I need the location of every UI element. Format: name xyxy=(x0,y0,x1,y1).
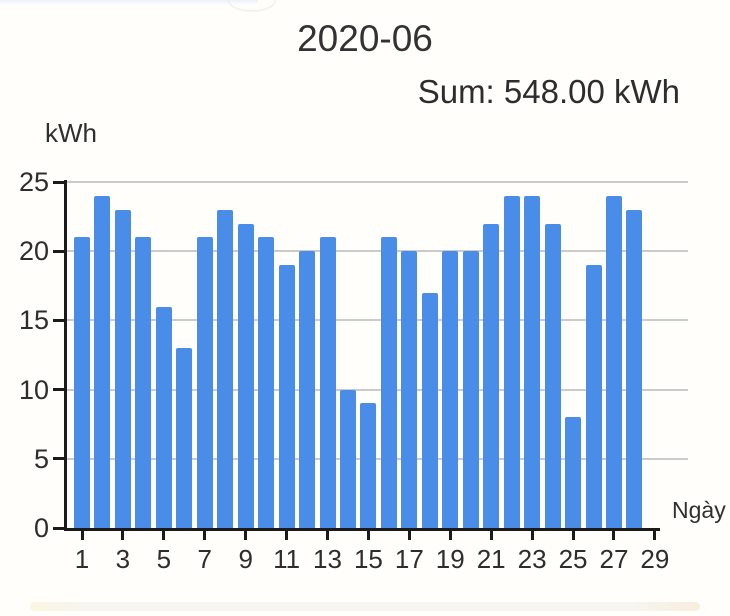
bar-day-21[interactable] xyxy=(483,223,500,528)
bar-day-9[interactable] xyxy=(237,223,254,528)
x-tick-label-17: 17 xyxy=(394,544,424,574)
x-tick-5 xyxy=(162,528,166,540)
x-tick-label-21: 21 xyxy=(476,544,506,574)
x-tick-label-19: 19 xyxy=(435,544,465,574)
y-tick-0 xyxy=(53,526,67,530)
y-tick-15 xyxy=(53,318,67,322)
x-tick-label-29: 29 xyxy=(640,544,670,574)
bar-day-27[interactable] xyxy=(605,195,622,528)
bar-day-10[interactable] xyxy=(258,237,275,528)
bar-day-22[interactable] xyxy=(503,195,520,528)
x-tick-19 xyxy=(448,528,452,540)
x-tick-3 xyxy=(121,528,125,540)
top-edge-arc-artifact xyxy=(228,0,276,12)
x-tick-label-11: 11 xyxy=(273,544,301,574)
x-tick-label-7: 7 xyxy=(197,544,212,574)
x-tick-11 xyxy=(285,528,289,540)
x-tick-17 xyxy=(407,528,411,540)
bar-day-8[interactable] xyxy=(217,209,234,528)
bar-day-18[interactable] xyxy=(421,292,438,528)
x-tick-1 xyxy=(80,528,84,540)
x-tick-label-1: 1 xyxy=(74,544,90,574)
y-tick-label-25: 25 xyxy=(18,167,49,197)
bar-day-13[interactable] xyxy=(319,237,336,528)
x-axis-title: Ngày xyxy=(672,497,726,523)
bar-day-4[interactable] xyxy=(135,237,152,528)
x-tick-27 xyxy=(612,528,616,540)
x-tick-label-13: 13 xyxy=(313,544,342,574)
top-edge-artifact xyxy=(0,0,258,5)
x-tick-label-15: 15 xyxy=(353,544,383,574)
bar-day-11[interactable] xyxy=(278,265,295,528)
x-tick-label-9: 9 xyxy=(238,544,253,574)
x-tick-23 xyxy=(530,528,534,540)
y-axis-line xyxy=(64,180,67,531)
y-axis-unit-label: kWh xyxy=(45,118,97,148)
bar-day-2[interactable] xyxy=(94,195,111,528)
y-tick-label-20: 20 xyxy=(18,236,49,267)
bar-chart-plot: 0 5 10 15 20 25 1 3 5 7 9 11 13 15 17 19 21 23 25 27 29 xyxy=(19,167,688,573)
x-tick-label-23: 23 xyxy=(517,544,547,574)
bar-day-20[interactable] xyxy=(462,251,479,528)
bar-day-12[interactable] xyxy=(299,251,316,528)
x-tick-25 xyxy=(571,528,575,540)
y-tick-10 xyxy=(53,388,67,392)
y-tick-25 xyxy=(53,180,67,184)
y-tick-5 xyxy=(53,457,67,461)
y-tick-label-5: 5 xyxy=(33,443,49,474)
bar-day-26[interactable] xyxy=(585,265,602,528)
bar-day-24[interactable] xyxy=(544,223,561,528)
gridline-25 xyxy=(67,181,688,183)
bar-day-14[interactable] xyxy=(339,389,356,528)
x-tick-21 xyxy=(489,528,493,540)
bar-day-17[interactable] xyxy=(401,251,418,528)
gridline-10 xyxy=(67,388,688,391)
bar-day-16[interactable] xyxy=(380,237,397,528)
y-tick-label-10: 10 xyxy=(18,374,49,405)
gridline-5 xyxy=(67,457,688,460)
x-tick-label-3: 3 xyxy=(115,544,131,574)
bar-day-15[interactable] xyxy=(360,403,377,528)
bar-day-3[interactable] xyxy=(114,209,131,528)
gridline-20 xyxy=(67,250,688,253)
x-tick-label-5: 5 xyxy=(156,544,172,574)
bar-day-25[interactable] xyxy=(565,417,582,528)
bar-day-28[interactable] xyxy=(626,209,643,528)
sum-label: Sum: 548.00 kWh xyxy=(417,73,680,110)
x-tick-15 xyxy=(366,528,370,540)
x-axis-line xyxy=(64,528,660,531)
x-tick-label-27: 27 xyxy=(599,544,629,574)
y-tick-label-15: 15 xyxy=(18,305,49,336)
bar-day-5[interactable] xyxy=(155,306,172,528)
bar-day-1[interactable] xyxy=(74,237,90,528)
x-tick-13 xyxy=(326,528,330,540)
x-tick-29 xyxy=(653,528,657,540)
gridline-15 xyxy=(67,319,688,322)
chart-title: 2020-06 xyxy=(297,18,433,59)
x-tick-7 xyxy=(203,528,207,540)
x-tick-9 xyxy=(244,528,248,540)
y-tick-20 xyxy=(53,249,67,253)
bar-day-6[interactable] xyxy=(176,348,193,528)
bottom-scroll-indicator xyxy=(30,602,700,611)
x-tick-label-25: 25 xyxy=(558,544,588,574)
bar-day-19[interactable] xyxy=(442,251,459,528)
bar-day-7[interactable] xyxy=(196,237,213,528)
bar-day-23[interactable] xyxy=(524,195,541,528)
y-tick-label-0: 0 xyxy=(33,513,49,543)
